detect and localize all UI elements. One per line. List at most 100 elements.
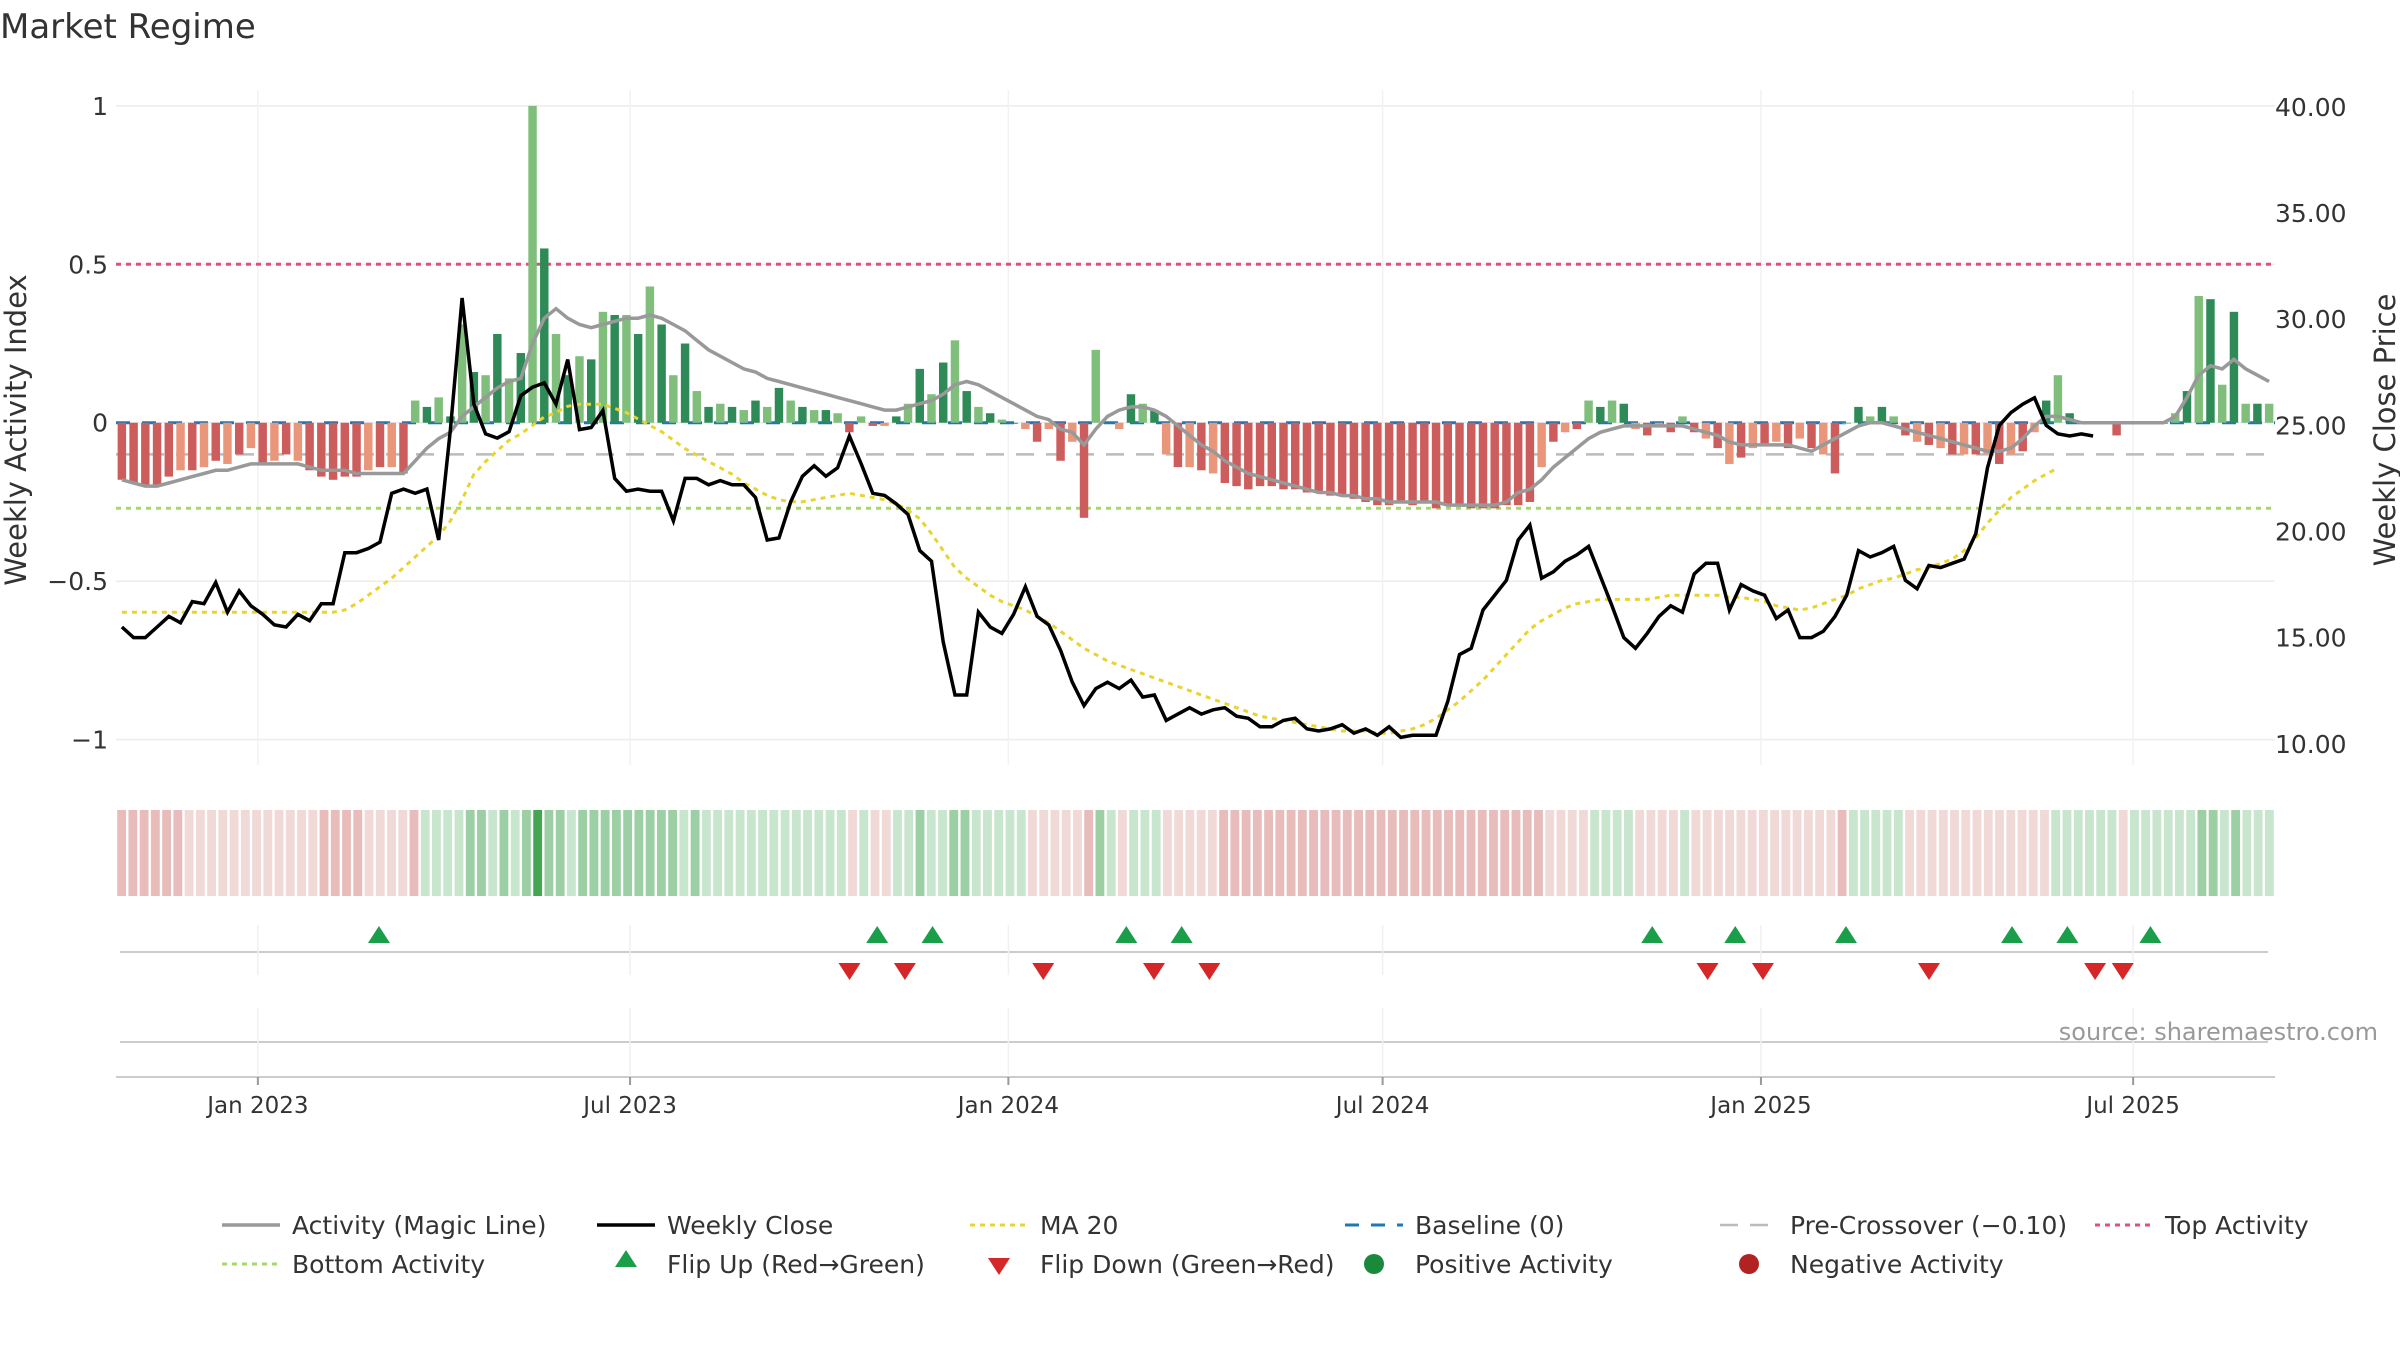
- heat-cell: [1511, 810, 1521, 896]
- heat-cell: [1905, 810, 1914, 896]
- activity-bar: [657, 324, 666, 423]
- heat-cell: [218, 810, 228, 896]
- heat-cell: [1039, 810, 1049, 896]
- activity-bar: [1173, 422, 1183, 468]
- heat-cell: [1466, 810, 1476, 896]
- activity-bar: [422, 406, 432, 423]
- heat-cell: [173, 810, 183, 896]
- heat-cell: [803, 810, 812, 896]
- heat-cell: [1140, 810, 1150, 896]
- activity-bar: [1150, 410, 1159, 423]
- activity-bar: [1384, 422, 1394, 506]
- activity-bar: [974, 406, 983, 423]
- series-lines-layer: [120, 297, 2270, 740]
- activity-bar: [375, 422, 385, 468]
- y2-tick-label: 10.00: [2275, 730, 2347, 759]
- legend-positive-symbol: [1364, 1254, 1384, 1274]
- activity-bar: [1830, 422, 1840, 474]
- heat-cell: [533, 810, 543, 896]
- heat-cell: [1916, 810, 1926, 896]
- heat-cell: [1230, 810, 1240, 896]
- activity-bar: [1326, 422, 1335, 496]
- heat-cell: [2073, 810, 2083, 896]
- heat-cell: [297, 810, 306, 896]
- activity-bar: [1267, 422, 1276, 487]
- activity-bar: [915, 368, 924, 423]
- chart-title: Market Regime: [0, 7, 256, 47]
- legend-flip-up-symbol: [615, 1250, 637, 1267]
- activity-bar: [751, 400, 760, 423]
- activity-bar: [1760, 422, 1769, 445]
- heat-cell: [1736, 810, 1746, 896]
- activity-bar: [739, 410, 748, 423]
- activity-bar: [1021, 422, 1030, 430]
- activity-bar: [1889, 416, 1898, 423]
- heat-cell: [589, 810, 599, 896]
- heat-cell: [2163, 810, 2173, 896]
- activity-bar: [997, 419, 1007, 423]
- heat-cell: [1635, 810, 1645, 896]
- x-axis-layer: Jan 2023 Jul 2023 Jan 2024 Jul 2024 Jan 2025…: [116, 1076, 2275, 1119]
- legend-label: MA 20: [1040, 1211, 1118, 1240]
- heat-cell: [1556, 810, 1566, 896]
- flip-up-marker: [1641, 926, 1664, 943]
- heat-cell: [398, 810, 408, 896]
- activity-bar: [1115, 422, 1124, 430]
- heat-cell: [1815, 810, 1825, 896]
- heat-cell: [2017, 810, 2027, 896]
- activity-bar: [633, 334, 643, 423]
- activity-bar: [833, 413, 842, 423]
- x-tick-label: Jan 2024: [956, 1093, 1059, 1119]
- heat-cell: [2152, 810, 2162, 896]
- activity-bar: [1455, 422, 1464, 506]
- heat-cell: [713, 810, 723, 896]
- heat-cell: [859, 810, 869, 896]
- activity-bar: [2112, 422, 2121, 436]
- y2-tick-label: 30.00: [2275, 305, 2347, 334]
- heat-cell: [375, 810, 385, 896]
- heat-cell: [2231, 810, 2241, 896]
- heat-cell: [1938, 810, 1948, 896]
- activity-bar: [434, 397, 443, 423]
- legend-label: Bottom Activity: [292, 1250, 485, 1279]
- activity-bar: [1208, 422, 1218, 474]
- flip-up-marker: [921, 926, 944, 943]
- activity-bar: [856, 416, 866, 423]
- heat-cell: [1612, 810, 1622, 896]
- activity-bar: [246, 422, 256, 449]
- activity-bar: [328, 422, 338, 480]
- flip-up-marker: [2001, 926, 2024, 943]
- heat-cell: [971, 810, 981, 896]
- heat-cell: [432, 810, 441, 896]
- heat-cell: [1106, 810, 1116, 896]
- heat-cell: [1185, 810, 1195, 896]
- activity-bar: [575, 356, 584, 423]
- heat-cell: [1893, 810, 1903, 896]
- heat-cell: [1016, 810, 1026, 896]
- heat-cell: [1084, 810, 1094, 896]
- heat-cell: [510, 810, 520, 896]
- heat-cell: [274, 810, 284, 896]
- legend-label: Baseline (0): [1415, 1211, 1564, 1240]
- heat-cell: [656, 810, 666, 896]
- flip-down-marker: [893, 963, 916, 980]
- heat-cell: [1331, 810, 1341, 896]
- source-label: source: sharemaestro.com: [2059, 1018, 2378, 1046]
- heat-cell: [1590, 810, 1600, 896]
- activity-bar: [1443, 422, 1452, 506]
- flip-down-marker: [1696, 963, 1719, 980]
- activity-bar: [1138, 403, 1147, 423]
- activity-bar: [281, 422, 291, 455]
- activity-bar: [1185, 422, 1194, 468]
- activity-bar: [880, 422, 889, 426]
- flip-up-marker: [1834, 926, 1857, 943]
- activity-bar: [610, 315, 619, 423]
- heat-cell: [1117, 810, 1127, 896]
- heat-cell: [2062, 810, 2072, 896]
- legend-label: Flip Up (Red→Green): [667, 1250, 925, 1279]
- heat-cell: [1196, 810, 1206, 896]
- heat-cell: [1207, 810, 1217, 896]
- heat-cell: [1837, 810, 1847, 896]
- flip-down-marker: [1198, 963, 1221, 980]
